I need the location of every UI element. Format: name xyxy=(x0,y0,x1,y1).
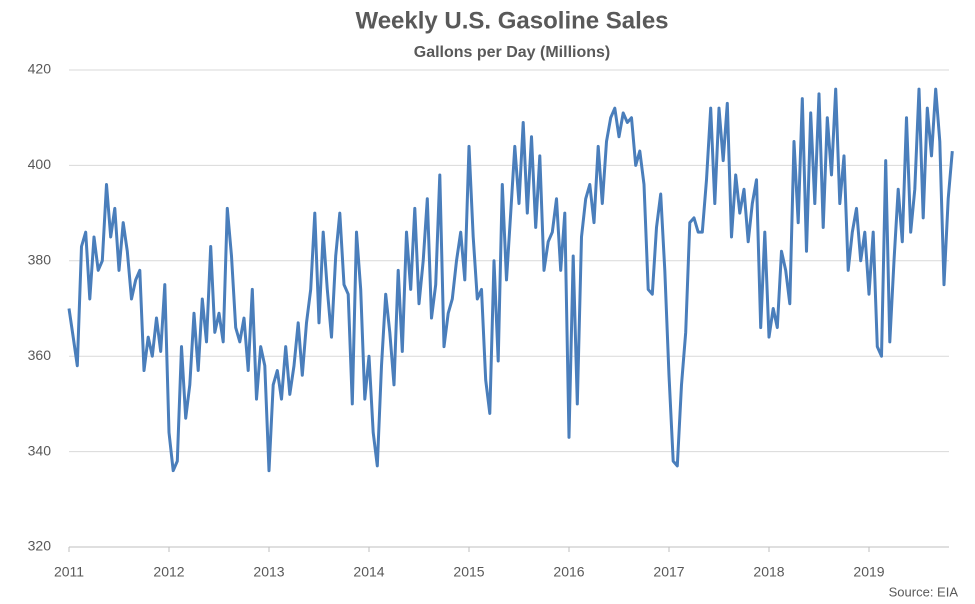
chart-subtitle: Gallons per Day (Millions) xyxy=(414,44,610,61)
y-tick-label: 420 xyxy=(28,61,52,77)
x-tick-label: 2018 xyxy=(753,564,784,580)
chart-title: Weekly U.S. Gasoline Sales xyxy=(355,7,668,34)
x-tick-label: 2011 xyxy=(54,564,84,580)
x-tick-label: 2016 xyxy=(553,564,584,580)
y-tick-label: 380 xyxy=(28,252,52,268)
y-tick-label: 340 xyxy=(28,442,52,458)
y-tick-label: 320 xyxy=(28,538,52,554)
data-line xyxy=(67,87,954,473)
source-note: Source: EIA xyxy=(889,584,959,599)
x-tick-label: 2014 xyxy=(353,564,384,580)
x-tick-label: 2012 xyxy=(153,564,184,580)
y-tick-label: 360 xyxy=(28,347,52,363)
x-tick-label: 2017 xyxy=(653,564,684,580)
x-tick-label: 2013 xyxy=(253,564,284,580)
x-tick-label: 2015 xyxy=(453,564,484,580)
x-tick-label: 2019 xyxy=(853,564,884,580)
y-tick-label: 400 xyxy=(28,156,52,172)
